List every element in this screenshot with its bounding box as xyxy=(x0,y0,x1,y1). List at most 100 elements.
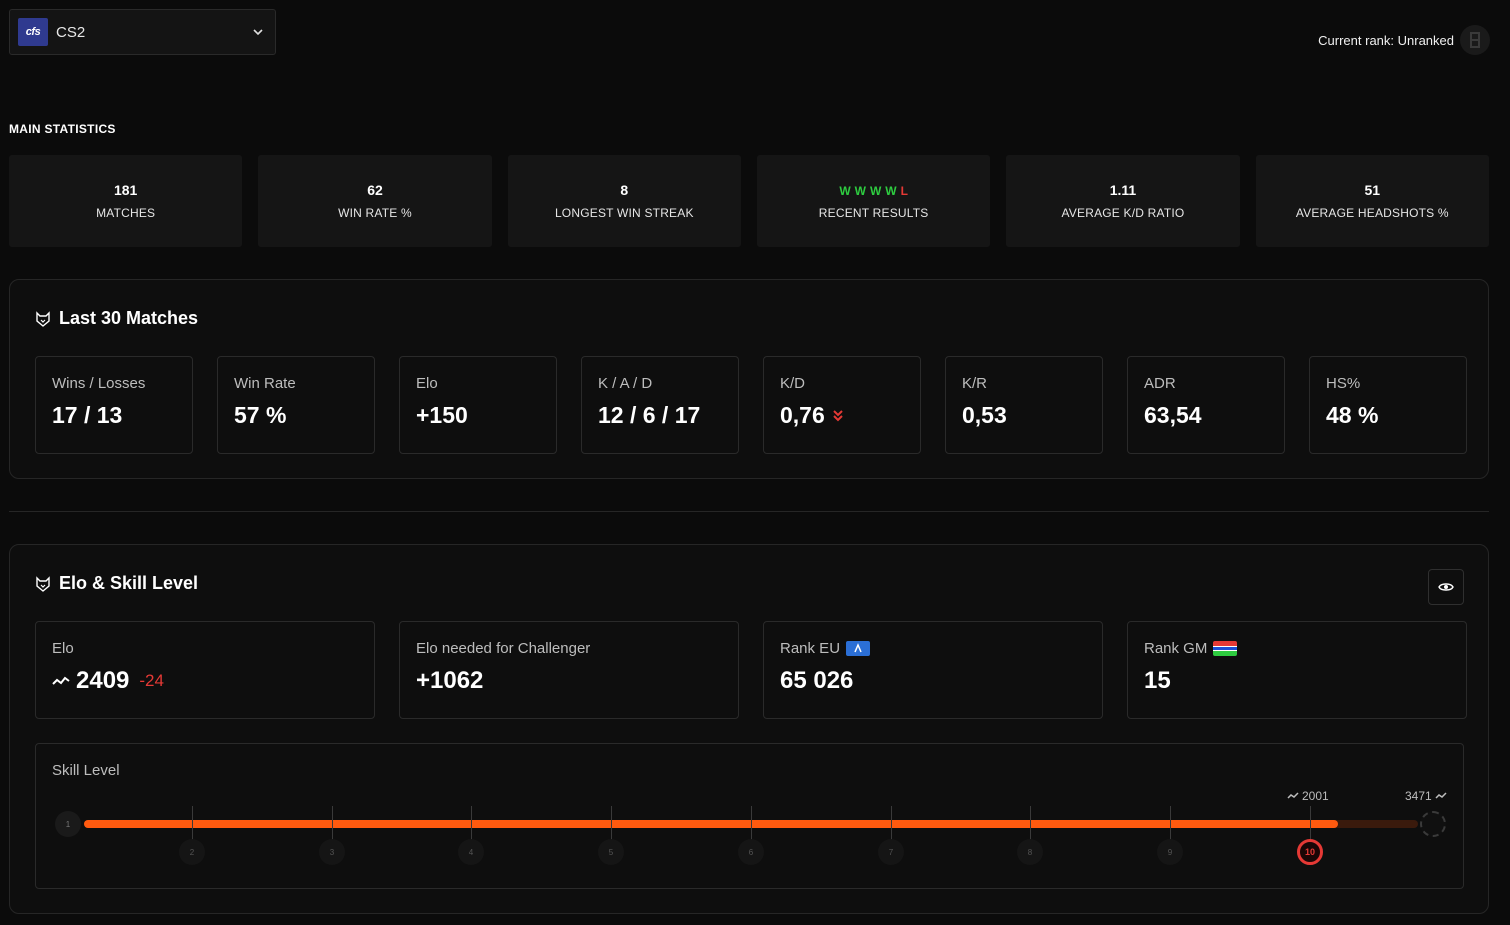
metric-value: 57 % xyxy=(234,402,287,428)
metric-card-adr: ADR 63,54 xyxy=(1127,356,1285,454)
recent-result: W xyxy=(885,184,897,198)
gambia-flag-icon xyxy=(1213,641,1238,656)
stat-card-matches: 181 MATCHES xyxy=(9,155,243,247)
rank-gm-value: 15 xyxy=(1144,667,1171,694)
level10-threshold: 2001 xyxy=(1287,789,1329,803)
elo-card: Elo 2409 -24 xyxy=(35,621,375,719)
rank-eu-card: Rank EU 65 026 xyxy=(763,621,1103,719)
skill-tick xyxy=(1030,806,1031,840)
toggle-visibility-button[interactable] xyxy=(1428,569,1464,605)
skill-level-5-icon: 5 xyxy=(598,839,624,865)
last-30-cards: Wins / Losses 17 / 13 Win Rate 57 % Elo … xyxy=(35,356,1467,454)
skill-tick xyxy=(332,806,333,840)
metric-value: 17 / 13 xyxy=(52,402,123,428)
skill-level-9-icon: 9 xyxy=(1157,839,1183,865)
metric-card-kad: K / A / D 12 / 6 / 17 xyxy=(581,356,739,454)
panel-title-text: Last 30 Matches xyxy=(59,308,199,328)
stat-label: AVERAGE K/D RATIO xyxy=(1061,206,1185,220)
stat-card-kd-ratio: 1.11 AVERAGE K/D RATIO xyxy=(1006,155,1240,247)
recent-result: W xyxy=(854,184,866,198)
metric-value: 0,76 xyxy=(780,402,904,429)
metric-label: Win Rate xyxy=(234,375,296,392)
stat-value: 62 xyxy=(367,182,383,198)
elo-delta: -24 xyxy=(139,671,164,690)
skill-progress-bar xyxy=(84,820,1338,828)
metric-label: K / A / D xyxy=(598,375,653,392)
rank-gm-label: Rank GM xyxy=(1144,640,1450,657)
rank-eu-value: 65 026 xyxy=(780,667,854,694)
metric-label: HS% xyxy=(1326,375,1361,392)
stat-label: AVERAGE HEADSHOTS % xyxy=(1295,206,1449,220)
last-30-matches-panel: Last 30 Matches Wins / Losses 17 / 13 Wi… xyxy=(9,279,1489,479)
metric-card-kd: K/D 0,76 xyxy=(763,356,921,454)
challenger-level-icon xyxy=(1420,811,1446,837)
skill-tick xyxy=(1170,806,1171,840)
stat-value: 181 xyxy=(113,182,138,198)
stat-value: 1.11 xyxy=(1109,182,1137,198)
metric-value: 12 / 6 / 17 xyxy=(598,402,701,428)
stat-value: 8 xyxy=(620,182,629,198)
stat-card-headshots: 51 AVERAGE HEADSHOTS % xyxy=(1255,155,1489,247)
elo-cards: Elo 2409 -24 Elo needed for Challenger +… xyxy=(35,621,1467,719)
metric-card-kr: K/R 0,53 xyxy=(945,356,1103,454)
skill-level-label: Skill Level xyxy=(52,762,120,779)
metric-label: K/R xyxy=(962,375,988,392)
recent-result: W xyxy=(869,184,882,198)
elo-label: Elo xyxy=(52,640,74,657)
chevron-down-icon xyxy=(253,29,263,36)
panel-title-text: Elo & Skill Level xyxy=(59,573,199,593)
metric-card-wins-losses: Wins / Losses 17 / 13 xyxy=(35,356,193,454)
trend-icon xyxy=(1287,792,1299,799)
stat-label: RECENT RESULTS xyxy=(818,206,929,220)
recent-result: L xyxy=(900,184,908,198)
metric-value: 63,54 xyxy=(1144,402,1202,428)
elo-needed-card: Elo needed for Challenger +1062 xyxy=(399,621,739,719)
main-stats-row: 181 MATCHES 62 WIN RATE % 8 LONGEST WIN … xyxy=(9,155,1489,247)
skill-level-6-icon: 6 xyxy=(738,839,764,865)
game-logo: cfs xyxy=(18,18,48,46)
skill-level-7-icon: 7 xyxy=(878,839,904,865)
skill-level-8-icon: 8 xyxy=(1017,839,1043,865)
elo-skill-panel: Elo & Skill Level Elo 2409 -24 Elo neede… xyxy=(9,544,1489,914)
stat-label: WIN RATE % xyxy=(338,206,412,220)
skill-tick xyxy=(471,806,472,840)
game-select[interactable]: cfs CS2 xyxy=(9,9,276,55)
rank-gm-card: Rank GM 15 xyxy=(1127,621,1467,719)
double-chevron-down-icon xyxy=(833,409,843,421)
skill-level-box: Skill Level 2001 3471 1 2 3 4 5 6 7 8 9 10 xyxy=(35,743,1464,889)
elo-skill-title: Elo & Skill Level xyxy=(35,573,198,594)
elo-value: 2409 -24 xyxy=(52,667,358,695)
stat-value: 51 xyxy=(1364,182,1381,198)
skill-tick xyxy=(891,806,892,840)
challenger-threshold: 3471 xyxy=(1405,789,1447,803)
skill-tick xyxy=(1310,806,1311,840)
game-name: CS2 xyxy=(56,23,86,41)
metric-value: +150 xyxy=(416,402,468,428)
metric-label: ADR xyxy=(1144,375,1176,392)
skill-level-4-icon: 4 xyxy=(458,839,484,865)
current-rank: Current rank: Unranked xyxy=(1318,25,1490,55)
eu-flag-icon xyxy=(846,641,871,656)
current-rank-label: Current rank: Unranked xyxy=(1318,32,1454,48)
rank-eu-label: Rank EU xyxy=(780,640,1086,657)
stat-label: MATCHES xyxy=(96,206,156,220)
recent-results: W W W W L xyxy=(839,182,908,200)
skill-tick xyxy=(611,806,612,840)
wolf-icon xyxy=(36,575,50,592)
metric-card-hs: HS% 48 % xyxy=(1309,356,1467,454)
metric-card-win-rate: Win Rate 57 % xyxy=(217,356,375,454)
skill-tick xyxy=(751,806,752,840)
metric-label: K/D xyxy=(780,375,806,392)
skill-level-10-icon: 10 xyxy=(1297,839,1323,865)
skill-level-1-icon: 1 xyxy=(55,811,81,837)
elo-needed-value: +1062 xyxy=(416,667,484,694)
main-statistics-title: MAIN STATISTICS xyxy=(9,122,116,136)
eye-icon xyxy=(1438,583,1454,591)
elo-needed-label: Elo needed for Challenger xyxy=(416,640,591,657)
skill-level-2-icon: 2 xyxy=(179,839,205,865)
metric-label: Elo xyxy=(416,375,438,392)
stat-card-recent-results: W W W W L RECENT RESULTS xyxy=(756,155,991,247)
trend-icon xyxy=(52,676,70,685)
metric-card-elo: Elo +150 xyxy=(399,356,557,454)
stat-card-longest-streak: 8 LONGEST WIN STREAK xyxy=(507,155,741,247)
